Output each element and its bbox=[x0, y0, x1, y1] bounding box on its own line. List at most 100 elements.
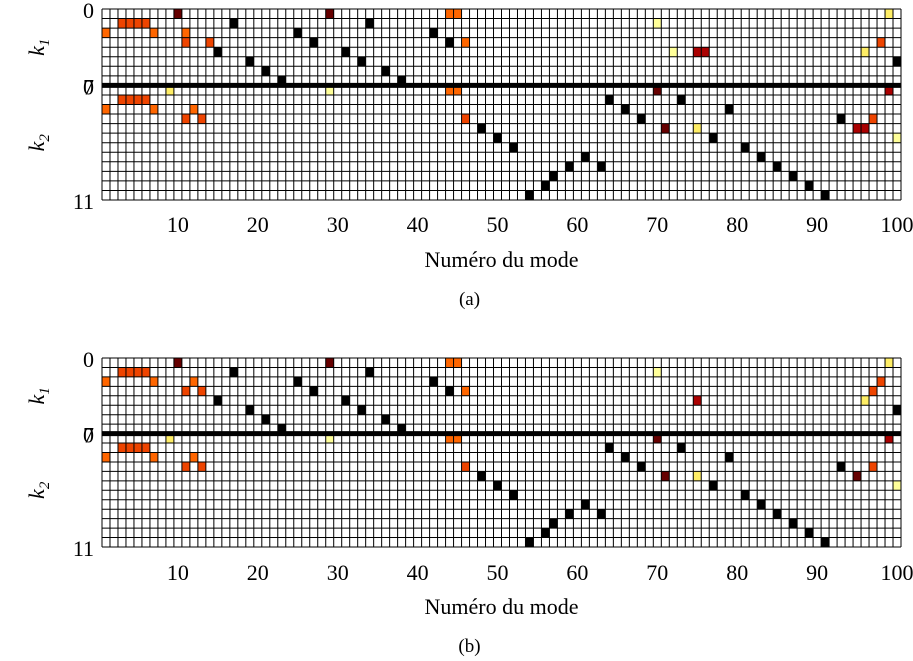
panel-caption: (a) bbox=[459, 289, 480, 310]
heat-cell bbox=[365, 367, 374, 377]
heat-cell bbox=[893, 56, 901, 67]
heat-cell bbox=[141, 94, 150, 105]
heat-cell bbox=[141, 443, 150, 453]
heat-cell bbox=[741, 142, 750, 153]
heat-cell bbox=[133, 94, 142, 105]
heat-cell bbox=[445, 37, 454, 48]
heat-cell bbox=[725, 104, 734, 115]
heat-cell bbox=[165, 85, 174, 95]
heat-cell bbox=[325, 9, 334, 19]
x-tick-label: 100 bbox=[881, 560, 913, 585]
panel-caption: (b) bbox=[458, 636, 480, 657]
heat-cell bbox=[181, 461, 190, 472]
heat-cell bbox=[453, 433, 462, 444]
heat-cell bbox=[197, 386, 206, 396]
heat-cell bbox=[885, 9, 894, 19]
heat-cell bbox=[893, 405, 901, 415]
heat-cell bbox=[429, 28, 438, 38]
heat-cell bbox=[325, 358, 334, 368]
heat-cell bbox=[565, 509, 574, 519]
y-tick-label: 7 bbox=[83, 423, 94, 448]
x-tick-label: 100 bbox=[881, 212, 913, 237]
x-tick-label: 40 bbox=[407, 560, 429, 585]
heat-cell bbox=[445, 386, 454, 396]
heat-cell bbox=[885, 85, 894, 95]
heat-cell bbox=[757, 499, 766, 510]
heat-cell bbox=[885, 433, 894, 444]
heat-cell bbox=[245, 405, 254, 415]
heat-cell bbox=[653, 367, 662, 377]
heat-cell bbox=[125, 443, 134, 453]
heat-cell bbox=[693, 47, 702, 57]
heat-cell bbox=[229, 367, 238, 377]
y-tick-label: 0 bbox=[83, 0, 94, 23]
heat-cell bbox=[693, 123, 702, 134]
x-tick-label: 90 bbox=[806, 212, 828, 237]
heat-cell bbox=[621, 104, 630, 115]
y-block-label: k2 bbox=[24, 134, 53, 152]
heat-cell bbox=[357, 405, 366, 415]
x-tick-label: 90 bbox=[806, 560, 828, 585]
heat-cell bbox=[669, 47, 678, 57]
heat-cell bbox=[125, 94, 134, 105]
heat-cell bbox=[693, 471, 702, 481]
heat-cell bbox=[653, 18, 662, 29]
heat-cell bbox=[861, 47, 870, 57]
heat-cell bbox=[149, 376, 158, 387]
heat-cell bbox=[869, 386, 878, 396]
heat-cell bbox=[397, 75, 406, 86]
heat-cell bbox=[189, 104, 198, 115]
heat-cell bbox=[261, 66, 270, 76]
heat-cell bbox=[893, 480, 901, 491]
x-tick-label: 50 bbox=[487, 560, 509, 585]
heat-cell bbox=[477, 123, 486, 134]
heat-cell bbox=[117, 367, 126, 377]
heat-cell bbox=[429, 376, 438, 387]
heat-cell bbox=[861, 395, 870, 406]
heat-cell bbox=[181, 114, 190, 124]
heat-cell bbox=[453, 9, 462, 19]
heat-cell bbox=[445, 9, 454, 19]
heat-cell bbox=[453, 358, 462, 368]
heat-cell bbox=[821, 537, 830, 547]
y-block-label: k1 bbox=[24, 39, 53, 56]
heat-cell bbox=[725, 452, 734, 462]
heat-cell bbox=[805, 180, 814, 191]
heat-cell bbox=[189, 376, 198, 387]
heat-cell bbox=[493, 480, 502, 491]
heat-cell bbox=[509, 142, 518, 153]
y-tick-label: 11 bbox=[73, 536, 94, 561]
heat-cell bbox=[133, 367, 142, 377]
x-tick-label: 40 bbox=[407, 212, 429, 237]
heat-cell bbox=[117, 18, 126, 29]
heat-cell bbox=[597, 161, 606, 172]
heat-cell bbox=[853, 471, 862, 481]
heat-cell bbox=[525, 190, 534, 200]
heat-cell bbox=[773, 161, 782, 172]
heat-cell bbox=[605, 443, 614, 453]
heat-cell bbox=[149, 104, 158, 115]
heat-cell bbox=[102, 104, 110, 115]
heat-cell bbox=[605, 94, 614, 105]
heat-cell bbox=[709, 133, 718, 143]
heat-cell bbox=[445, 85, 454, 95]
heat-cell bbox=[773, 509, 782, 519]
y-tick-label: 7 bbox=[83, 74, 94, 99]
heat-cell bbox=[181, 386, 190, 396]
heat-cell bbox=[181, 28, 190, 38]
heat-cell bbox=[877, 37, 886, 48]
heat-cell bbox=[133, 18, 142, 29]
heat-cell bbox=[581, 499, 590, 510]
heat-cell bbox=[597, 509, 606, 519]
heat-cell bbox=[213, 47, 222, 57]
heat-cell bbox=[869, 114, 878, 124]
grid-lines bbox=[101, 357, 902, 548]
x-axis-label: Numéro du mode bbox=[425, 247, 579, 272]
heat-cell bbox=[213, 395, 222, 406]
y-tick-label: 0 bbox=[83, 347, 94, 372]
heat-cell bbox=[325, 433, 334, 444]
heat-cell bbox=[837, 114, 846, 124]
heat-cell bbox=[293, 28, 302, 38]
